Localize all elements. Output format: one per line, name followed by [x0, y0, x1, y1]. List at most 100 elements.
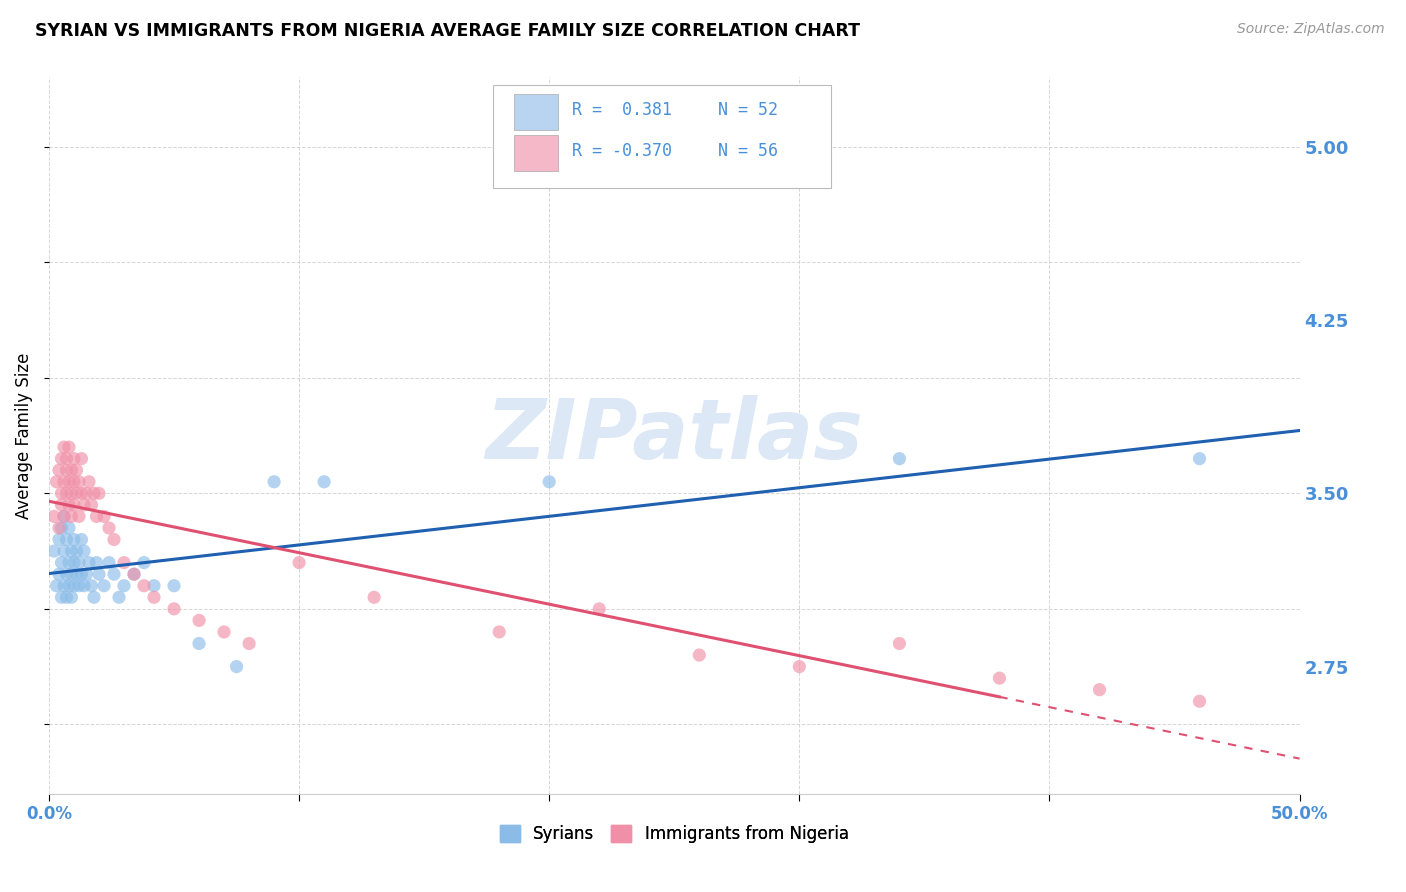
Point: [58, 440, 80, 454]
Point: [688, 648, 710, 662]
Point: [58, 498, 80, 512]
Point: [60, 463, 83, 477]
FancyBboxPatch shape: [494, 85, 831, 188]
Point: [588, 602, 610, 616]
Y-axis label: Average Family Size: Average Family Size: [15, 352, 32, 519]
Point: [77, 556, 100, 570]
Text: R =  0.381: R = 0.381: [572, 101, 672, 119]
Point: [538, 475, 561, 489]
Point: [238, 636, 260, 650]
Point: [86, 556, 108, 570]
Text: Source: ZipAtlas.com: Source: ZipAtlas.com: [1237, 22, 1385, 37]
Point: [63, 475, 86, 489]
Point: [73, 544, 96, 558]
Point: [108, 591, 131, 605]
Point: [93, 579, 115, 593]
Point: [55, 463, 77, 477]
Point: [58, 556, 80, 570]
Point: [98, 521, 121, 535]
Point: [132, 579, 155, 593]
Point: [363, 591, 385, 605]
Text: N = 52: N = 52: [718, 101, 778, 119]
Point: [42, 509, 65, 524]
Text: R = -0.370: R = -0.370: [572, 142, 672, 161]
Point: [48, 521, 70, 535]
Point: [212, 624, 235, 639]
Point: [58, 579, 80, 593]
Point: [73, 498, 96, 512]
Point: [188, 614, 211, 628]
Point: [45, 475, 67, 489]
Point: [58, 475, 80, 489]
Point: [65, 544, 87, 558]
Point: [58, 521, 80, 535]
Point: [163, 579, 186, 593]
Point: [53, 509, 76, 524]
Point: [98, 556, 121, 570]
Point: [53, 440, 76, 454]
Point: [65, 486, 87, 500]
Point: [80, 498, 103, 512]
Legend: Syrians, Immigrants from Nigeria: Syrians, Immigrants from Nigeria: [494, 818, 855, 850]
Point: [51, 556, 73, 570]
Bar: [515, 94, 558, 129]
Point: [1188, 694, 1211, 708]
Point: [67, 475, 90, 489]
Point: [53, 509, 76, 524]
Point: [70, 451, 93, 466]
Point: [55, 567, 77, 582]
Point: [55, 591, 77, 605]
Point: [45, 579, 67, 593]
Point: [55, 486, 77, 500]
Point: [51, 486, 73, 500]
Point: [83, 486, 105, 500]
Point: [889, 636, 911, 650]
Point: [60, 486, 83, 500]
Bar: [515, 135, 558, 170]
Point: [42, 544, 65, 558]
Point: [889, 451, 911, 466]
Text: SYRIAN VS IMMIGRANTS FROM NIGERIA AVERAGE FAMILY SIZE CORRELATION CHART: SYRIAN VS IMMIGRANTS FROM NIGERIA AVERAG…: [35, 22, 860, 40]
Point: [112, 556, 135, 570]
Point: [70, 567, 93, 582]
Point: [48, 533, 70, 547]
Point: [132, 556, 155, 570]
Point: [51, 521, 73, 535]
Point: [83, 591, 105, 605]
Point: [60, 544, 83, 558]
Point: [225, 659, 247, 673]
Point: [60, 509, 83, 524]
Point: [77, 475, 100, 489]
Point: [988, 671, 1011, 685]
Point: [51, 498, 73, 512]
Point: [63, 556, 86, 570]
Point: [67, 556, 90, 570]
Point: [288, 556, 311, 570]
Point: [122, 567, 145, 582]
Point: [65, 463, 87, 477]
Point: [143, 579, 166, 593]
Point: [93, 509, 115, 524]
Point: [51, 591, 73, 605]
Point: [63, 498, 86, 512]
Point: [87, 567, 110, 582]
Point: [76, 567, 98, 582]
Point: [48, 463, 70, 477]
Text: ZIPatlas: ZIPatlas: [485, 395, 863, 476]
Point: [122, 567, 145, 582]
Point: [70, 486, 93, 500]
Point: [1088, 682, 1111, 697]
Point: [70, 533, 93, 547]
Point: [143, 591, 166, 605]
Point: [53, 475, 76, 489]
Point: [60, 591, 83, 605]
Point: [63, 451, 86, 466]
Point: [76, 486, 98, 500]
Point: [63, 579, 86, 593]
Point: [789, 659, 811, 673]
Point: [63, 533, 86, 547]
Point: [86, 509, 108, 524]
Point: [55, 533, 77, 547]
Point: [51, 451, 73, 466]
Point: [163, 602, 186, 616]
